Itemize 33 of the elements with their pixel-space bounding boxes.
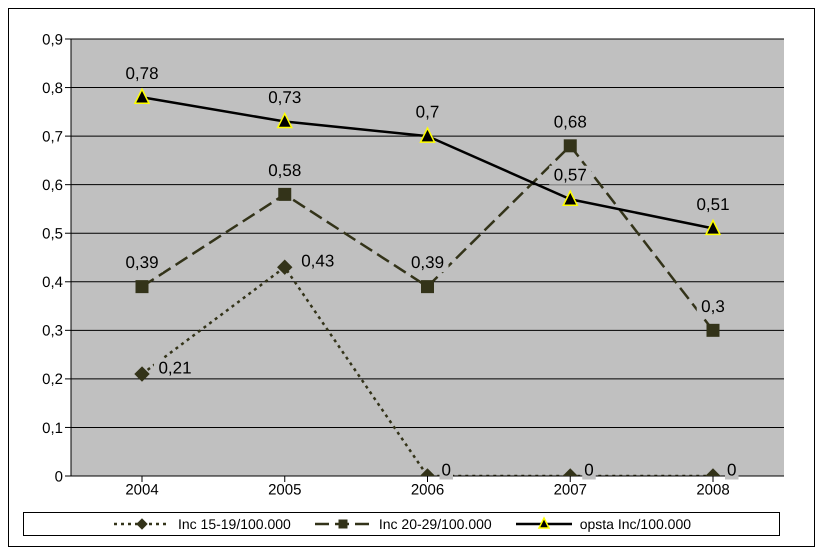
- x-tick-label: 2006: [410, 482, 444, 499]
- data-label: 0,73: [268, 88, 302, 108]
- x-tick-label: 2007: [554, 482, 587, 499]
- y-tick-label: 0,8: [42, 80, 63, 97]
- data-label: 0: [584, 460, 594, 480]
- data-label: 0,3: [701, 296, 725, 316]
- data-label: 0,51: [696, 194, 730, 214]
- data-label: 0,58: [268, 160, 302, 180]
- data-label: 0,43: [301, 252, 334, 271]
- y-tick-label: 0,4: [42, 274, 63, 292]
- y-tick-label: 0,6: [42, 176, 63, 194]
- data-label: 0,7: [416, 102, 440, 122]
- y-tick-label: 0,2: [42, 371, 63, 388]
- data-label: 0,68: [554, 112, 587, 132]
- data-label: 0,39: [410, 253, 444, 272]
- data-label: 0: [727, 460, 736, 480]
- x-tick-label: 2008: [696, 482, 730, 499]
- data-label: 0,78: [125, 64, 159, 83]
- data-label: 0,21: [158, 358, 192, 378]
- y-tick-label: 0: [54, 468, 63, 486]
- data-label: 0: [442, 460, 451, 480]
- y-tick-label: 0,5: [42, 226, 63, 243]
- legend-label: opsta Inc/100.000: [578, 516, 692, 532]
- y-tick-label: 0,1: [42, 420, 63, 437]
- legend-label: Inc 20-29/100.000: [378, 516, 492, 532]
- data-label: 0,39: [125, 253, 159, 272]
- data-label: 0,57: [554, 166, 587, 185]
- y-tick-label: 0,9: [42, 31, 63, 48]
- x-tick-label: 2005: [268, 482, 302, 499]
- y-tick-label: 0,7: [42, 128, 63, 146]
- y-tick-label: 0,3: [42, 322, 63, 340]
- legend-label: Inc 15-19/100.000: [176, 516, 291, 532]
- x-tick-label: 2004: [125, 482, 159, 499]
